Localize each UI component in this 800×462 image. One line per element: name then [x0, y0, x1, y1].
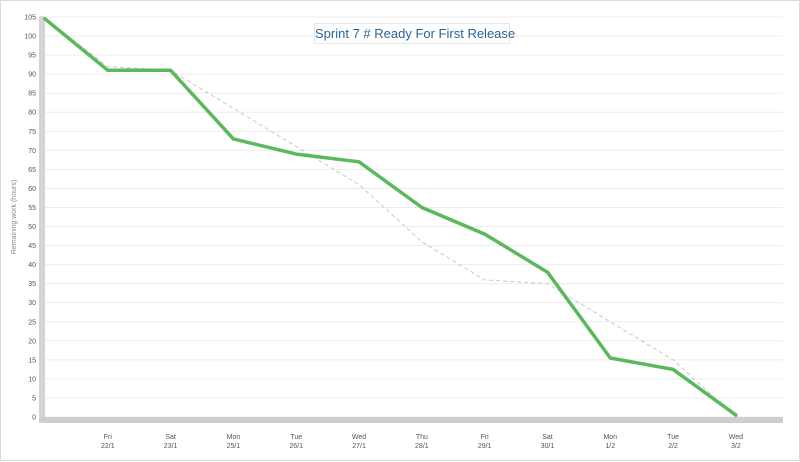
remaining-work-point: [106, 68, 110, 72]
y-axis-title: Remaining work (hours): [11, 180, 18, 254]
x-tick-day: Mon: [227, 434, 241, 441]
x-tick-day: Sat: [165, 434, 176, 441]
x-tick-day: Wed: [729, 434, 743, 441]
y-tick-label: 30: [28, 300, 36, 307]
chart-title: Sprint 7 # Ready For First Release: [314, 23, 515, 44]
y-tick-label: 35: [28, 281, 36, 288]
x-tick-date: 23/1: [164, 443, 178, 450]
y-tick-label: 20: [28, 338, 36, 345]
remaining-work-point: [43, 17, 47, 21]
x-tick-date: 28/1: [415, 443, 429, 450]
y-tick-label: 80: [28, 110, 36, 117]
y-tick-label: 40: [28, 262, 36, 269]
y-axis-ticks: [39, 16, 45, 418]
y-tick-label: 25: [28, 319, 36, 326]
ideal-trend-line: [44, 18, 737, 418]
y-tick-label: 75: [28, 129, 36, 136]
y-tick-label: 95: [28, 53, 36, 60]
x-tick-date: 3/2: [731, 443, 741, 450]
y-tick-label: 105: [24, 15, 36, 22]
y-tick-label: 70: [28, 148, 36, 155]
remaining-work-point: [608, 356, 612, 360]
x-tick-day: Mon: [603, 434, 617, 441]
x-tick-date: 25/1: [227, 443, 241, 450]
x-tick-day: Thu: [416, 434, 428, 441]
y-tick-label: 5: [32, 395, 36, 402]
remaining-work-point: [294, 152, 298, 156]
remaining-work-point: [420, 205, 424, 210]
x-tick-date: 30/1: [541, 443, 555, 450]
x-axis-band: [39, 417, 783, 423]
y-tick-label: 65: [28, 167, 36, 174]
remaining-work-line: [43, 17, 738, 417]
x-tick-date: 1/2: [605, 443, 615, 450]
y-tick-label: 60: [28, 186, 36, 193]
y-tick-label: 45: [28, 243, 36, 250]
remaining-work-point: [671, 367, 675, 371]
y-tick-label: 55: [28, 205, 36, 212]
x-tick-day: Fri: [481, 434, 490, 441]
y-tick-label: 85: [28, 91, 36, 98]
remaining-work-point: [483, 232, 487, 236]
x-tick-date: 2/2: [668, 443, 678, 450]
x-tick-day: Wed: [352, 434, 366, 441]
x-tick-day: Fri: [104, 434, 113, 441]
x-tick-date: 27/1: [352, 443, 366, 450]
remaining-work-point: [169, 68, 173, 72]
remaining-work-point: [357, 160, 361, 164]
x-tick-day: Tue: [667, 434, 679, 441]
x-tick-date: 22/1: [101, 443, 115, 450]
x-tick-day: Sat: [542, 434, 553, 441]
y-tick-label: 100: [24, 34, 36, 41]
remaining-work-point: [734, 413, 738, 417]
x-tick-day: Tue: [290, 434, 302, 441]
y-tick-label: 10: [28, 376, 36, 383]
x-tick-date: 29/1: [478, 443, 492, 450]
y-tick-label: 90: [28, 72, 36, 79]
remaining-work-point: [231, 137, 236, 141]
remaining-work-point: [545, 270, 550, 274]
y-tick-label: 15: [28, 357, 36, 364]
y-tick-label: 50: [28, 224, 36, 231]
x-tick-date: 26/1: [289, 443, 303, 450]
y-tick-label: 0: [32, 415, 36, 422]
